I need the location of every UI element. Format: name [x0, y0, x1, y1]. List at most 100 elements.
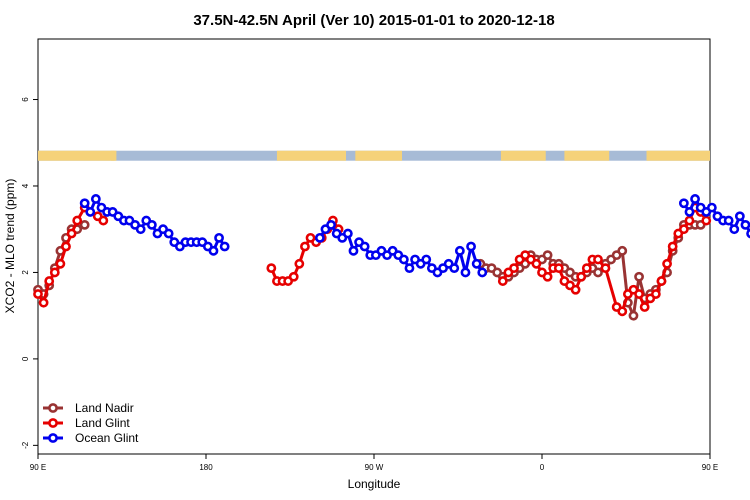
- plot-frame: [37, 38, 711, 455]
- data-point: [454, 245, 465, 256]
- data-point: [72, 215, 83, 226]
- legend-item-1: Land Glint: [43, 416, 130, 430]
- data-point: [723, 215, 734, 226]
- data-point: [398, 254, 409, 265]
- land-band-1: [110, 150, 115, 161]
- data-point: [85, 207, 96, 217]
- data-point: [729, 224, 740, 235]
- data-point: [348, 245, 359, 256]
- data-point: [61, 241, 71, 252]
- data-point: [471, 258, 482, 269]
- data-point: [531, 258, 542, 269]
- legend-label: Ocean Glint: [75, 431, 139, 445]
- series-segment: [604, 267, 619, 308]
- x-tick-label-0: 90 E: [30, 463, 46, 472]
- y-tick-label-4: 6: [21, 97, 30, 102]
- data-point: [214, 232, 224, 243]
- data-point: [662, 258, 672, 269]
- data-point: [509, 263, 519, 274]
- x-tick-label-2: 90 W: [365, 463, 384, 472]
- data-point: [706, 202, 717, 213]
- axes: 90 E 180 90 W 0 90 E -2 0 2 4 6: [21, 97, 718, 472]
- data-point: [477, 267, 488, 278]
- data-point: [542, 250, 553, 261]
- x-tick-label-3: 0: [540, 463, 545, 472]
- data-point: [359, 241, 370, 252]
- data-point: [581, 263, 592, 274]
- x-tick-label-4: 90 E: [702, 463, 718, 472]
- data-point: [449, 263, 460, 274]
- data-point: [684, 215, 695, 226]
- data-point: [79, 198, 90, 209]
- y-tick-label-2: 2: [21, 270, 30, 275]
- data-point: [404, 263, 415, 274]
- data-point: [746, 228, 750, 239]
- data-point: [634, 271, 644, 282]
- data-point: [678, 198, 689, 209]
- data-point: [639, 302, 650, 312]
- legend-item-2: Ocean Glint: [43, 431, 139, 445]
- data-point: [90, 194, 101, 204]
- legend-item-0: Land Nadir: [43, 401, 134, 415]
- data-series: [33, 194, 750, 321]
- data-point: [294, 258, 305, 269]
- legend-marker: [48, 403, 58, 413]
- data-point: [466, 241, 476, 252]
- x-tick-label-1: 180: [199, 463, 213, 472]
- data-point: [421, 254, 432, 265]
- data-point: [600, 263, 611, 274]
- land-ocean-band: [38, 150, 710, 161]
- land-band-3: [355, 150, 402, 161]
- data-point: [617, 245, 628, 256]
- data-point: [678, 224, 689, 235]
- data-point: [497, 276, 508, 286]
- data-point: [300, 241, 310, 252]
- chart-title: 37.5N-42.5N April (Ver 10) 2015-01-01 to…: [193, 12, 554, 29]
- data-point: [740, 219, 750, 230]
- legend-marker: [48, 433, 58, 443]
- legend-label: Land Glint: [75, 416, 130, 430]
- data-point: [342, 228, 353, 239]
- x-axis-label: Longitude: [348, 477, 401, 491]
- land-band-4: [500, 150, 546, 161]
- data-point: [617, 306, 628, 317]
- data-point: [288, 271, 299, 282]
- data-point: [66, 228, 77, 239]
- data-point: [542, 271, 553, 282]
- land-band-0: [38, 150, 117, 161]
- data-point: [701, 215, 712, 226]
- data-point: [593, 254, 603, 265]
- data-point: [667, 241, 678, 252]
- series-land-glint: [33, 202, 712, 317]
- data-point: [208, 245, 219, 256]
- data-point: [650, 289, 661, 299]
- data-point: [79, 219, 90, 230]
- y-axis-label: XCO2 - MLO trend (ppm): [3, 179, 17, 314]
- land-band-2: [276, 150, 346, 161]
- data-point: [38, 297, 49, 308]
- data-point: [49, 267, 60, 278]
- data-point: [684, 207, 695, 217]
- legend-marker: [48, 418, 58, 428]
- data-point: [44, 276, 55, 286]
- series-ocean-glint: [79, 194, 750, 278]
- land-band-5: [564, 150, 610, 161]
- data-point: [163, 228, 174, 239]
- data-point: [656, 276, 667, 286]
- data-point: [628, 310, 639, 321]
- data-point: [219, 241, 230, 252]
- data-point: [266, 263, 277, 274]
- data-point: [553, 263, 564, 274]
- y-tick-label-3: 4: [21, 183, 30, 188]
- y-tick-label-0: -2: [21, 441, 30, 449]
- data-point: [593, 267, 603, 278]
- data-point: [314, 232, 325, 243]
- data-point: [146, 219, 157, 230]
- data-point: [55, 258, 66, 269]
- data-point: [135, 224, 146, 235]
- legend-label: Land Nadir: [75, 401, 134, 415]
- land-band-6: [646, 150, 710, 161]
- data-point: [98, 215, 109, 226]
